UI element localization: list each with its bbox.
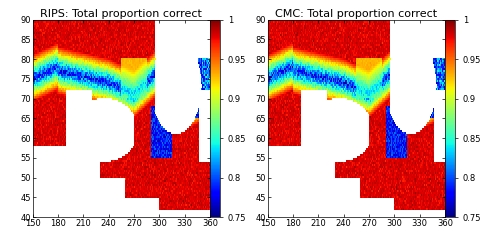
- Title: CMC: Total proportion correct: CMC: Total proportion correct: [275, 9, 438, 19]
- Title: RIPS: Total proportion correct: RIPS: Total proportion correct: [40, 9, 202, 19]
